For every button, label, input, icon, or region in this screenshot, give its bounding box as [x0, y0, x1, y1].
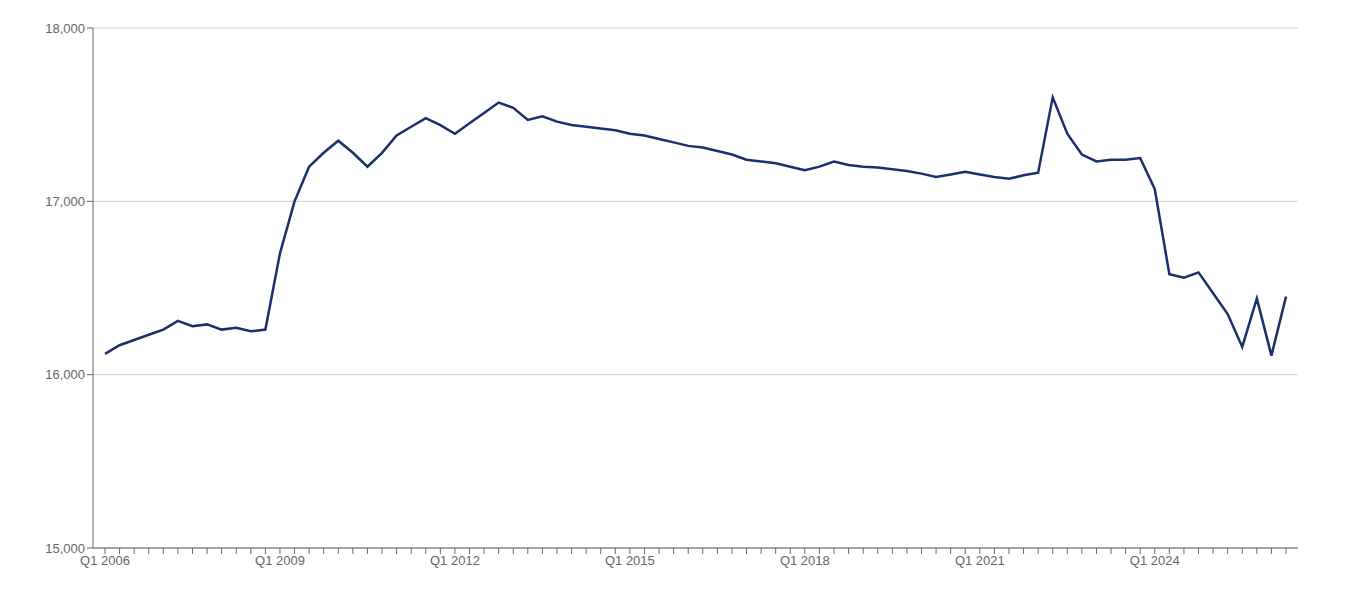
svg-text:Q1 2018: Q1 2018 — [780, 553, 830, 568]
svg-text:17,000: 17,000 — [45, 194, 85, 209]
svg-text:Q1 2015: Q1 2015 — [605, 553, 655, 568]
svg-text:Q1 2009: Q1 2009 — [255, 553, 305, 568]
svg-text:Q1 2021: Q1 2021 — [955, 553, 1005, 568]
svg-text:16,000: 16,000 — [45, 367, 85, 382]
svg-text:18,000: 18,000 — [45, 21, 85, 36]
svg-text:Q1 2012: Q1 2012 — [430, 553, 480, 568]
svg-text:Q1 2024: Q1 2024 — [1130, 553, 1180, 568]
svg-text:15,000: 15,000 — [45, 541, 85, 556]
svg-text:Q1 2006: Q1 2006 — [80, 553, 130, 568]
